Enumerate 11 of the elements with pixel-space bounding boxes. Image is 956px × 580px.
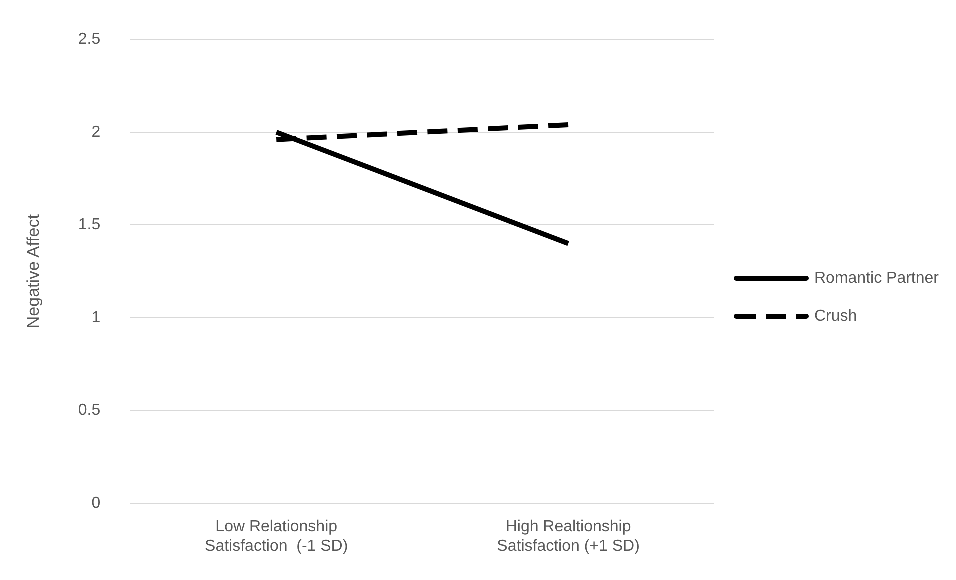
x-tick-label: Low Relationship Satisfaction (-1 SD) xyxy=(205,518,348,555)
y-tick-label: 0 xyxy=(92,495,101,512)
legend-label: Romantic Partner xyxy=(814,270,940,287)
y-axis-title: Negative Affect xyxy=(24,214,43,329)
y-tick-label: 2.5 xyxy=(78,31,101,48)
x-tick-label: High Realtionship Satisfaction (+1 SD) xyxy=(497,518,640,555)
y-tick-label: 0.5 xyxy=(78,402,101,420)
y-tick-label: 1.5 xyxy=(78,216,101,234)
legend-label: Crush xyxy=(814,308,858,325)
y-tick-label: 1 xyxy=(92,309,101,326)
y-tick-label: 2 xyxy=(92,124,101,141)
